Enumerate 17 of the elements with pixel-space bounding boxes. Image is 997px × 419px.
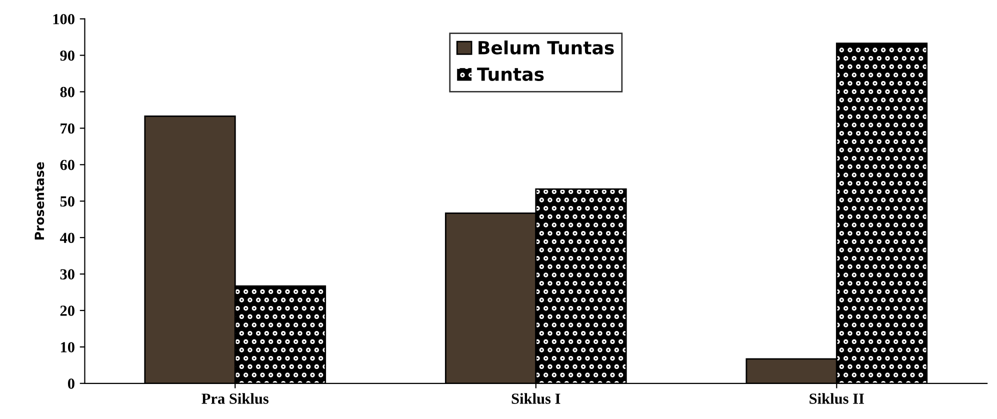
y-tick-label: 30 (60, 269, 74, 280)
x-tick-label: Siklus I (512, 393, 560, 404)
x-tick-label: Pra Siklus (202, 393, 268, 404)
y-tick-label: 10 (60, 342, 74, 352)
x-tick-label: Siklus II (810, 393, 864, 404)
y-tick-label: 70 (60, 123, 74, 134)
y-tick-label: 100 (53, 14, 74, 24)
y-tick-label: 20 (60, 306, 74, 316)
y-tick-label: 90 (60, 50, 74, 61)
y-tick-label: 50 (60, 196, 74, 207)
y-tick-label: 0 (68, 378, 74, 389)
legend-label: Tuntas (477, 68, 544, 81)
y-tick-label: 60 (60, 160, 74, 170)
y-tick-label: 40 (60, 232, 74, 244)
y-axis-title: Prosentase (34, 162, 44, 240)
y-tick-label: 80 (60, 86, 74, 98)
legend-label: Belum Tuntas (478, 40, 614, 54)
